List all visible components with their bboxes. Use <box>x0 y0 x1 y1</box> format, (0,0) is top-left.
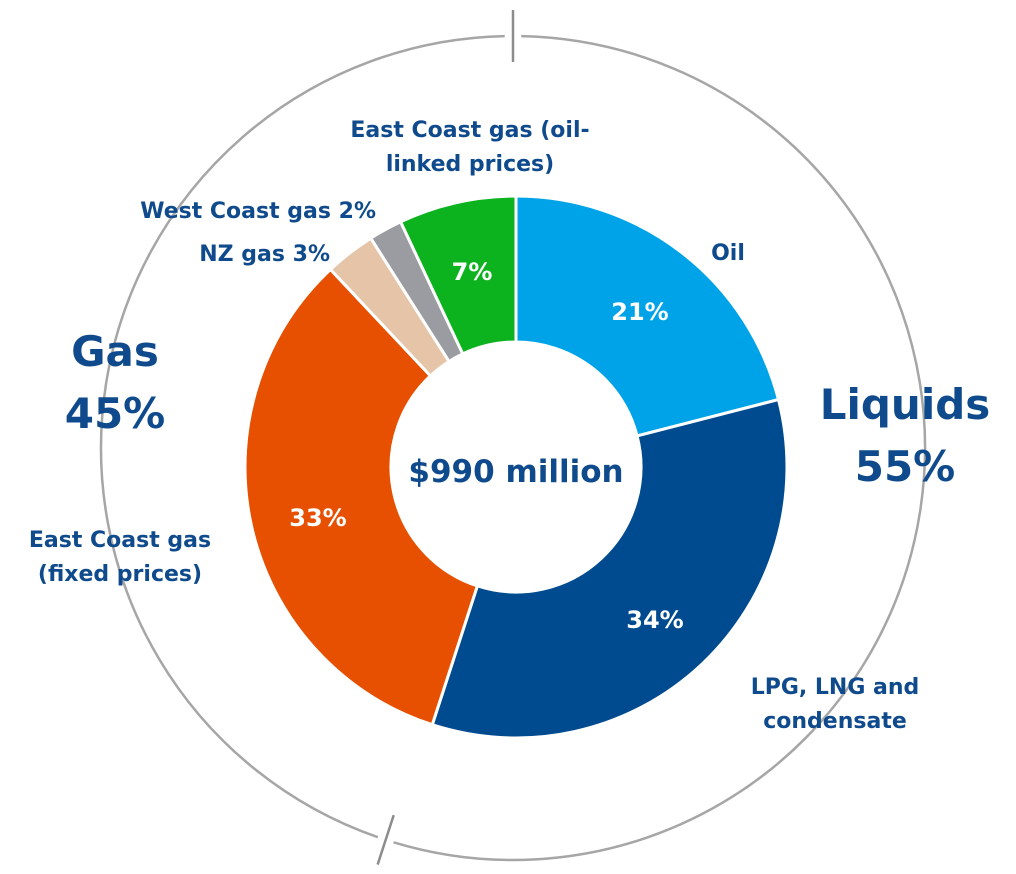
label-part: Liquids <box>819 380 991 429</box>
donut-slice <box>514 194 781 438</box>
label-part: East Coast gas (oil-linked prices) <box>350 118 590 177</box>
label-part: NZ gas <box>199 242 285 267</box>
value-label: 34% <box>626 603 683 637</box>
category-label: LPG, LNG and condensate <box>720 671 950 739</box>
label-part: LPG, LNG and condensate <box>750 675 920 734</box>
group-arc <box>99 34 505 839</box>
category-label: NZ gas 3% <box>199 238 330 272</box>
label-part: 21% <box>611 298 669 326</box>
label-part: East Coast gas (fixed prices) <box>28 528 212 587</box>
category-label: Oil <box>711 237 745 271</box>
label-part: Gas <box>71 327 159 376</box>
category-label: East Coast gas (fixed prices) <box>0 524 240 592</box>
group-label: Liquids 55% <box>805 374 1005 498</box>
donut-slice <box>243 267 480 727</box>
label-part: 33% <box>289 504 347 532</box>
label-part: 55% <box>854 442 956 491</box>
label-part: 3% <box>292 242 330 267</box>
label-part: 34% <box>626 606 684 634</box>
value-label: 33% <box>289 501 346 535</box>
donut-slice <box>398 194 518 356</box>
group-arc <box>393 34 927 862</box>
label-part: 2% <box>338 199 376 224</box>
label-part: West Coast gas <box>140 199 331 224</box>
label-part: 45% <box>64 389 166 438</box>
value-label: 21% <box>611 295 668 329</box>
category-label: East Coast gas (oil-linked prices) <box>335 114 605 182</box>
donut-slice <box>430 397 789 740</box>
label-part: 7% <box>451 258 493 286</box>
group-label: Gas 45% <box>40 321 190 445</box>
label-part: Oil <box>711 241 745 266</box>
group-divider <box>376 814 395 865</box>
value-label: 7% <box>452 255 493 289</box>
category-label: West Coast gas 2% <box>140 195 376 229</box>
center-label: $990 million <box>408 454 624 490</box>
